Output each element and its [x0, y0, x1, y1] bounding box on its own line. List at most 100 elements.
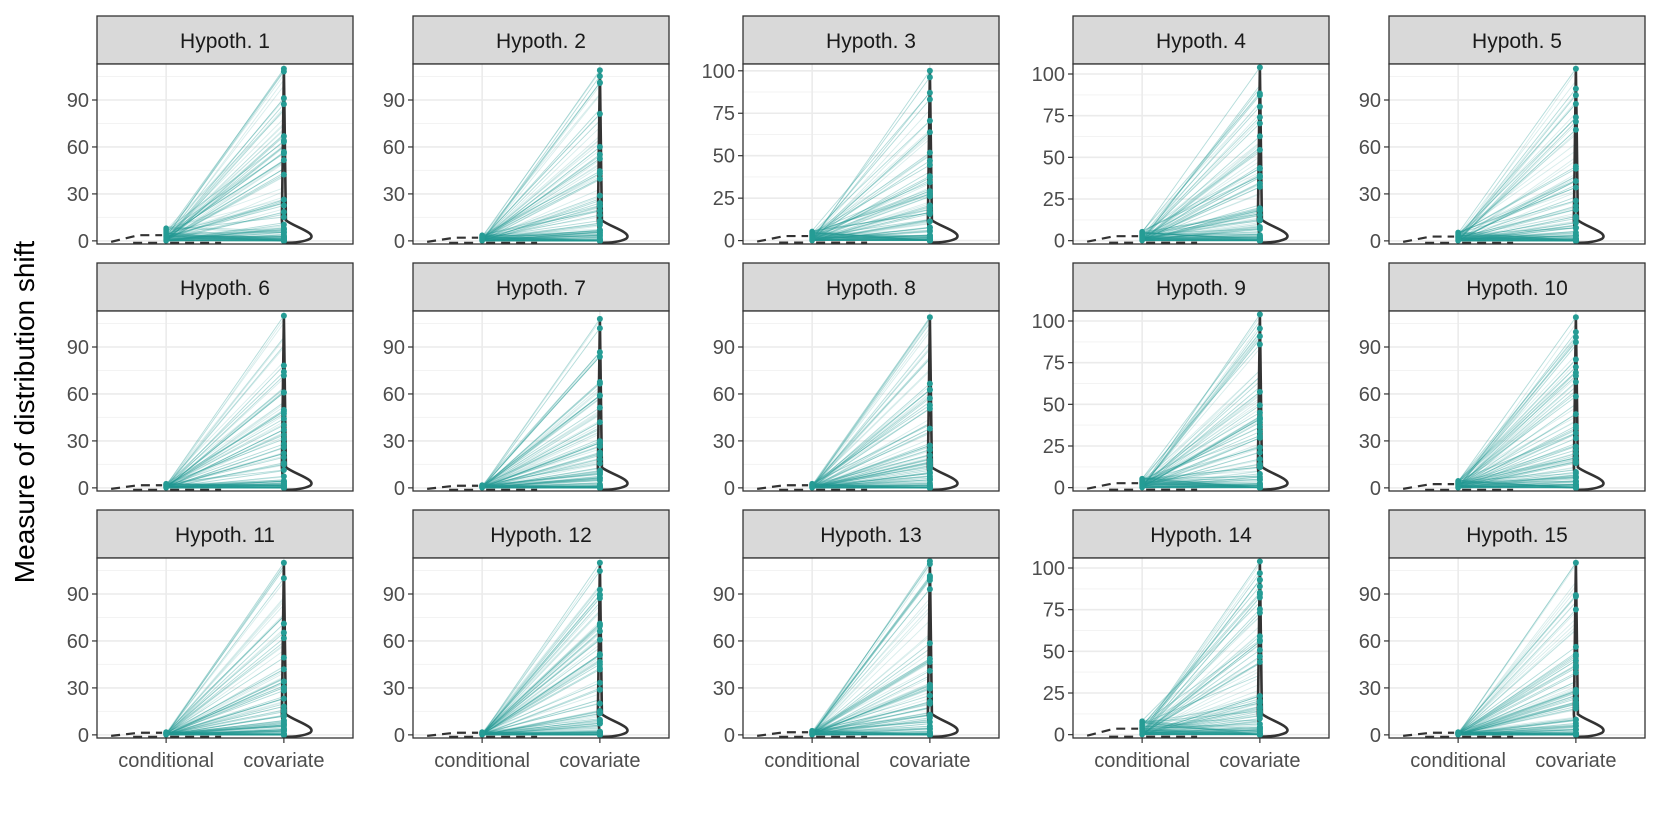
pair-line	[481, 395, 601, 489]
pair-line	[1142, 236, 1260, 240]
pair-line	[481, 661, 601, 735]
pair-line	[481, 639, 601, 733]
pair-line	[166, 484, 284, 488]
pair-line	[1142, 482, 1260, 489]
pair-line	[1142, 238, 1260, 241]
pair-line	[482, 239, 600, 242]
pair-line	[166, 236, 284, 241]
pair-line	[812, 238, 930, 241]
y-tick-label: 60	[67, 384, 89, 406]
pair-line	[165, 401, 285, 489]
covariate-point	[280, 101, 287, 108]
pair-line	[482, 238, 600, 242]
pair-line	[1142, 207, 1260, 238]
pair-line	[482, 486, 600, 489]
pair-line	[811, 661, 931, 734]
paired-lines	[481, 562, 601, 736]
pair-line	[811, 177, 931, 239]
pair-line	[811, 153, 931, 241]
panel-border	[1388, 63, 1646, 245]
panel-border	[412, 310, 670, 492]
pair-line	[166, 455, 284, 486]
pair-line	[1141, 391, 1261, 485]
pair-line	[1142, 475, 1260, 486]
paired-lines	[165, 68, 285, 242]
panel-title: Hypoth. 6	[180, 277, 270, 300]
pair-line	[166, 723, 284, 736]
pair-line	[166, 486, 284, 489]
pair-line	[166, 702, 284, 736]
pair-line	[812, 733, 930, 736]
pair-line	[811, 423, 931, 484]
pair-line	[482, 709, 600, 736]
pair-line	[482, 731, 600, 735]
pair-line	[811, 317, 931, 486]
pair-line	[811, 567, 931, 736]
pair-line	[165, 371, 285, 486]
pair-line	[482, 234, 600, 242]
pair-line	[166, 486, 284, 489]
pair-line	[812, 725, 930, 734]
pair-line	[1142, 486, 1260, 488]
pair-line	[1141, 695, 1261, 735]
x-tick-label: conditional	[118, 750, 214, 772]
covariate-point	[1256, 211, 1263, 218]
pair-line	[165, 615, 285, 736]
pair-line	[482, 239, 600, 242]
covariate-point	[1256, 637, 1263, 644]
pair-line	[165, 107, 285, 241]
pair-line	[1142, 235, 1260, 240]
pair-line	[1458, 231, 1576, 242]
pair-line	[812, 719, 930, 736]
pair-line	[811, 691, 931, 736]
pair-line	[811, 92, 931, 240]
pair-line	[165, 670, 285, 736]
pair-line	[481, 149, 601, 240]
pair-line	[1141, 332, 1261, 482]
pair-line	[481, 85, 601, 241]
panel-border	[742, 63, 1000, 245]
covariate-point	[596, 469, 603, 476]
pair-line	[1142, 226, 1260, 242]
pair-line	[1142, 239, 1260, 241]
pair-line	[812, 212, 930, 232]
pair-line	[165, 677, 285, 736]
pair-line	[166, 731, 284, 735]
pair-line	[1458, 231, 1576, 238]
pair-line	[166, 722, 284, 735]
y-tick-label: 0	[1054, 231, 1065, 253]
pair-line	[1458, 460, 1576, 489]
pair-line	[166, 732, 284, 736]
points	[809, 67, 933, 244]
pair-line	[1141, 119, 1261, 241]
pair-line	[1142, 473, 1260, 487]
pair-line	[812, 231, 930, 241]
pair-line	[166, 470, 284, 489]
pair-line	[166, 733, 284, 736]
pair-line	[1141, 316, 1261, 487]
pair-line	[1458, 466, 1576, 488]
pair-line	[166, 476, 284, 489]
pair-line	[165, 697, 285, 736]
points	[1139, 64, 1263, 244]
pair-line	[1457, 681, 1577, 736]
pair-line	[1458, 486, 1576, 489]
pair-line	[166, 236, 284, 241]
pair-line	[1457, 132, 1577, 241]
pair-line	[1458, 717, 1576, 735]
pair-line	[1142, 731, 1260, 736]
pair-line	[482, 731, 600, 734]
pair-line	[811, 443, 931, 489]
pair-line	[166, 725, 284, 735]
covariate-point	[1572, 329, 1579, 336]
pair-line	[1142, 476, 1260, 487]
pair-line	[1458, 234, 1576, 242]
pair-line	[1458, 729, 1576, 735]
paired-lines	[481, 70, 601, 242]
covariate-point	[280, 171, 287, 178]
pair-line	[166, 731, 284, 735]
pair-line	[165, 109, 285, 242]
covariate-point	[280, 481, 287, 488]
pair-line	[1457, 683, 1577, 734]
pair-line	[166, 237, 284, 240]
